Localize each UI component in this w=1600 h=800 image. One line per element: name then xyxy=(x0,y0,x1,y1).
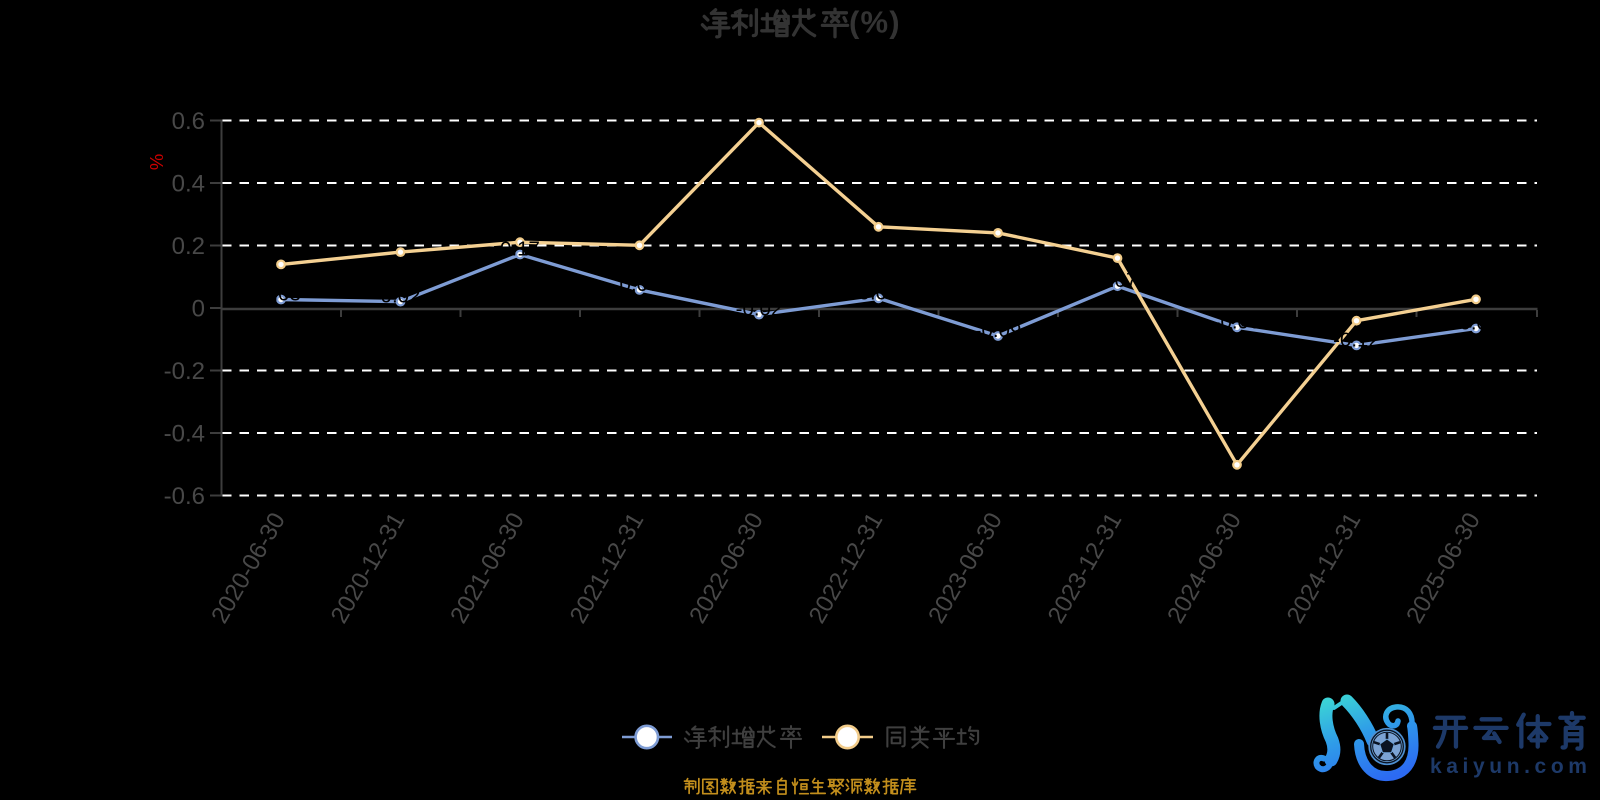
svg-text:0.2: 0.2 xyxy=(172,233,205,260)
svg-text:0.4: 0.4 xyxy=(172,171,205,198)
svg-text:0.03: 0.03 xyxy=(859,281,899,304)
svg-text:-0.6: -0.6 xyxy=(164,483,205,510)
svg-text:-0.12: -0.12 xyxy=(1333,328,1380,351)
svg-text:0.03: 0.03 xyxy=(261,283,301,306)
svg-text:-0.2: -0.2 xyxy=(164,358,205,385)
svg-text:kaiyun.com: kaiyun.com xyxy=(1430,755,1592,778)
svg-text:-0.02: -0.02 xyxy=(736,298,783,321)
svg-text:%: % xyxy=(146,154,167,170)
svg-text:-0.06: -0.06 xyxy=(1214,310,1261,333)
svg-text:-0.09: -0.09 xyxy=(975,319,1022,342)
svg-text:0.07: 0.07 xyxy=(1098,269,1138,292)
svg-text:0.06: 0.06 xyxy=(620,273,660,296)
svg-text:0.02: 0.02 xyxy=(381,285,421,308)
svg-text:0.6: 0.6 xyxy=(172,108,205,135)
svg-text:-0.07: -0.07 xyxy=(1453,312,1500,335)
svg-text:0: 0 xyxy=(192,296,205,323)
svg-text:0.17: 0.17 xyxy=(500,238,540,261)
svg-text:(%): (%) xyxy=(849,5,901,40)
svg-text:-0.4: -0.4 xyxy=(164,421,205,448)
